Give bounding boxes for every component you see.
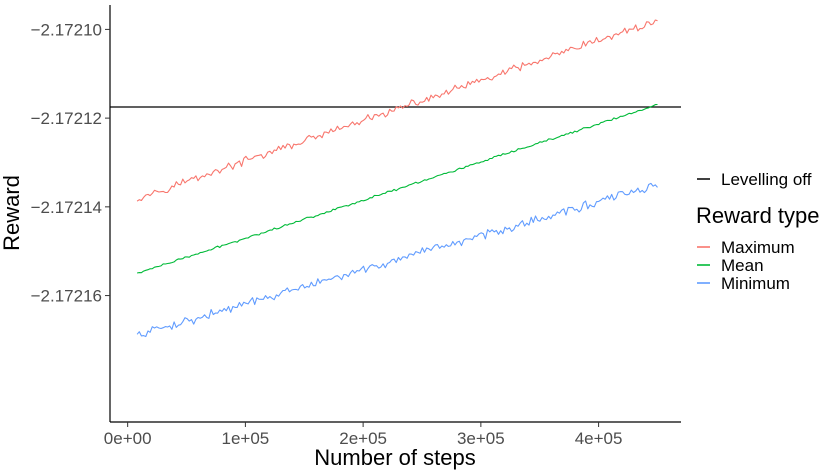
x-tick-label: 0e+00 bbox=[104, 429, 152, 448]
series-line-maximum bbox=[136, 19, 658, 202]
series-line-minimum bbox=[136, 182, 658, 338]
legend-hline: Levelling off bbox=[697, 170, 812, 189]
legend-item-minimum: Minimum bbox=[721, 274, 790, 293]
x-tick-label: 3e+05 bbox=[457, 429, 505, 448]
series-lines bbox=[136, 19, 658, 338]
x-axis-title: Number of steps bbox=[314, 445, 475, 470]
series-line-mean bbox=[137, 103, 658, 274]
y-tick-label: −2.17216 bbox=[31, 287, 102, 306]
legend-title: Reward type bbox=[696, 203, 820, 228]
legend-item-mean: Mean bbox=[721, 256, 764, 275]
legend-item-maximum: Maximum bbox=[721, 238, 795, 257]
y-axis-ticks: −2.17216 −2.17214 −2.17212 −2.17210 bbox=[31, 20, 110, 306]
y-tick-label: −2.17212 bbox=[31, 109, 102, 128]
y-axis-title: Reward bbox=[0, 175, 24, 251]
x-tick-label: 4e+05 bbox=[575, 429, 623, 448]
legend-hline-label: Levelling off bbox=[721, 170, 812, 189]
y-tick-label: −2.17210 bbox=[31, 20, 102, 39]
x-tick-label: 2e+05 bbox=[339, 429, 387, 448]
x-axis-ticks: 0e+00 1e+05 2e+05 3e+05 4e+05 bbox=[104, 422, 623, 448]
x-tick-label: 1e+05 bbox=[222, 429, 270, 448]
y-tick-label: −2.17214 bbox=[31, 198, 102, 217]
